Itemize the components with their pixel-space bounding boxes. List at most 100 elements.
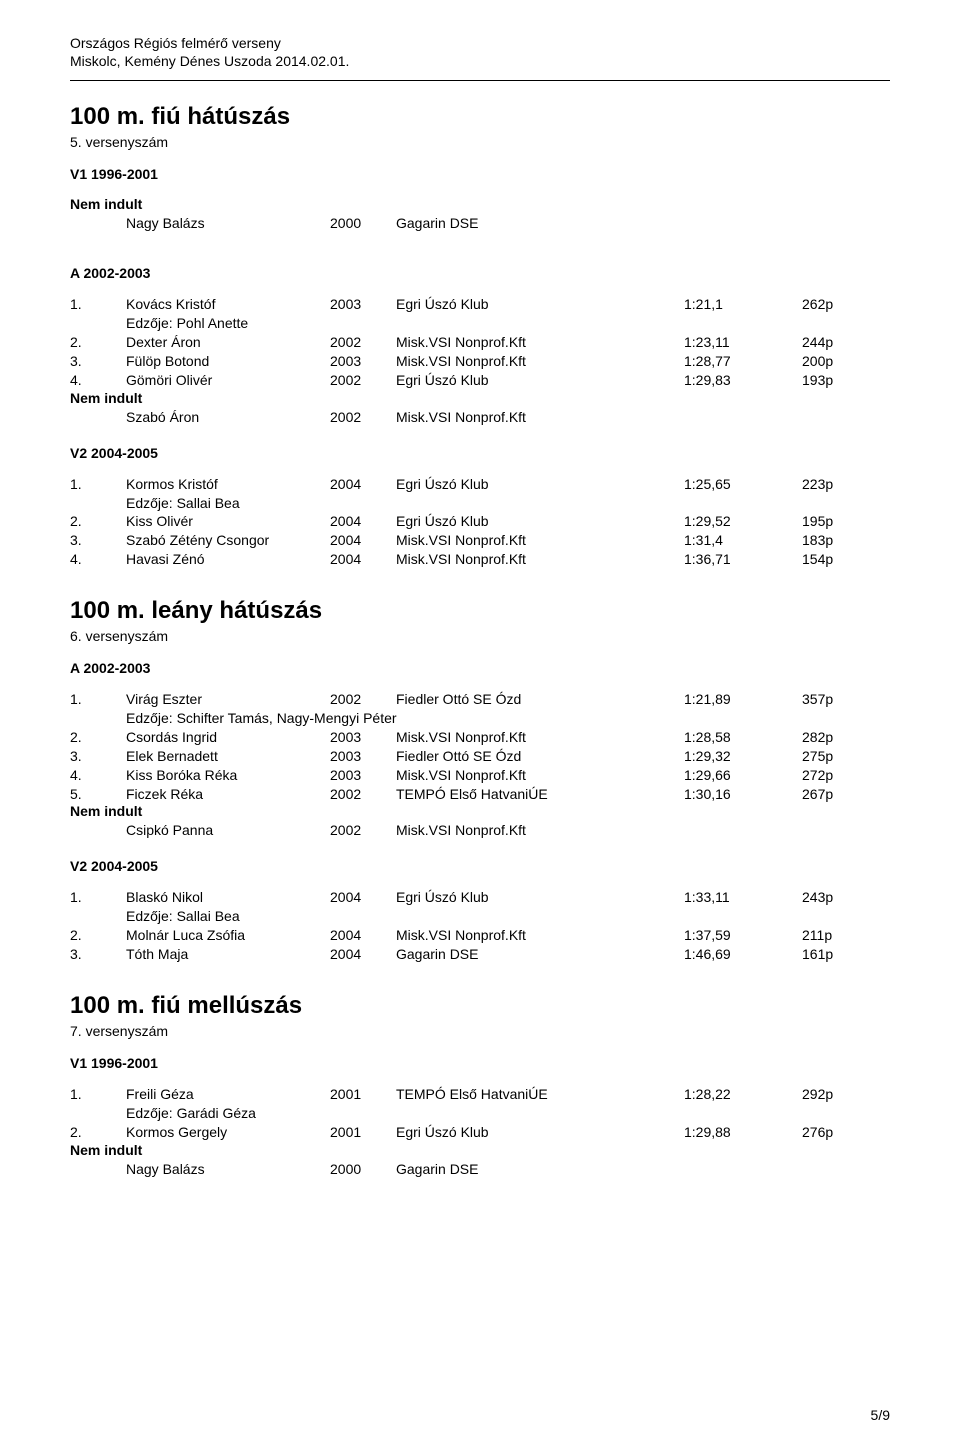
spacer	[70, 583, 890, 597]
result-row: Szabó Áron2002Misk.VSI Nonprof.Kft	[70, 408, 890, 427]
event-title: 100 m. fiú mellúszás	[70, 992, 890, 1020]
name-cell: Kormos Gergely	[126, 1123, 330, 1142]
page: Országos Régiós felmérő verseny Miskolc,…	[0, 0, 960, 1453]
name-cell: Virág Eszter	[126, 690, 330, 709]
did-not-start-label: Nem indult	[70, 803, 890, 819]
club-cell: Egri Úszó Klub	[396, 888, 684, 907]
spacer	[70, 247, 890, 261]
club-cell: TEMPÓ Első HatvaniÚE	[396, 1085, 684, 1104]
header-line-2: Miskolc, Kemény Dénes Uszoda 2014.02.01.	[70, 52, 890, 70]
rank-cell: 3.	[70, 945, 126, 964]
year-cell: 2002	[330, 333, 396, 352]
result-row: 3.Szabó Zétény Csongor2004Misk.VSI Nonpr…	[70, 531, 890, 550]
points-cell: 200p	[802, 352, 890, 371]
result-row: 2.Csordás Ingrid2003Misk.VSI Nonprof.Kft…	[70, 728, 890, 747]
points-cell: 195p	[802, 512, 890, 531]
rank-cell: 1.	[70, 1085, 126, 1104]
rank-cell	[70, 408, 126, 427]
year-cell: 2002	[330, 371, 396, 390]
result-row: Nagy Balázs2000Gagarin DSE	[70, 1160, 890, 1179]
result-row: 1.Virág Eszter2002Fiedler Ottó SE Ózd1:2…	[70, 690, 890, 709]
time-cell	[684, 214, 802, 233]
name-cell: Csipkó Panna	[126, 821, 330, 840]
name-cell: Szabó Áron	[126, 408, 330, 427]
rank-cell: 3.	[70, 747, 126, 766]
year-cell: 2004	[330, 475, 396, 494]
name-cell: Tóth Maja	[126, 945, 330, 964]
points-cell: 211p	[802, 926, 890, 945]
club-cell: Egri Úszó Klub	[396, 512, 684, 531]
rank-cell	[70, 821, 126, 840]
rank-cell	[70, 214, 126, 233]
rank-cell: 1.	[70, 888, 126, 907]
spacer	[70, 427, 890, 441]
name-cell: Nagy Balázs	[126, 1160, 330, 1179]
name-cell: Kiss Olivér	[126, 512, 330, 531]
did-not-start-label: Nem indult	[70, 390, 890, 406]
club-cell: Fiedler Ottó SE Ózd	[396, 690, 684, 709]
name-cell: Kiss Boróka Réka	[126, 766, 330, 785]
club-cell: Misk.VSI Nonprof.Kft	[396, 766, 684, 785]
coach-line: Edzője: Garádi Géza	[126, 1104, 890, 1123]
time-cell: 1:28,22	[684, 1085, 802, 1104]
year-cell: 2004	[330, 926, 396, 945]
points-cell: 276p	[802, 1123, 890, 1142]
event-title: 100 m. leány hátúszás	[70, 597, 890, 625]
club-cell: Egri Úszó Klub	[396, 1123, 684, 1142]
points-cell: 244p	[802, 333, 890, 352]
result-row: 1.Kovács Kristóf2003Egri Úszó Klub1:21,1…	[70, 295, 890, 314]
name-cell: Freili Géza	[126, 1085, 330, 1104]
name-cell: Gömöri Olivér	[126, 371, 330, 390]
category-label: V2 2004-2005	[70, 858, 890, 874]
header-rule	[70, 80, 890, 81]
points-cell	[802, 214, 890, 233]
result-row: 2.Kiss Olivér2004Egri Úszó Klub1:29,5219…	[70, 512, 890, 531]
name-cell: Csordás Ingrid	[126, 728, 330, 747]
time-cell: 1:25,65	[684, 475, 802, 494]
result-row: 2.Kormos Gergely2001Egri Úszó Klub1:29,8…	[70, 1123, 890, 1142]
points-cell: 282p	[802, 728, 890, 747]
club-cell: Misk.VSI Nonprof.Kft	[396, 531, 684, 550]
rank-cell: 4.	[70, 371, 126, 390]
event-subnum: 5. versenyszám	[70, 134, 890, 150]
rank-cell: 1.	[70, 475, 126, 494]
year-cell: 2003	[330, 747, 396, 766]
club-cell: Fiedler Ottó SE Ózd	[396, 747, 684, 766]
year-cell: 2002	[330, 408, 396, 427]
time-cell: 1:29,32	[684, 747, 802, 766]
name-cell: Ficzek Réka	[126, 785, 330, 804]
club-cell: Egri Úszó Klub	[396, 371, 684, 390]
spacer	[70, 1178, 890, 1192]
name-cell: Molnár Luca Zsófia	[126, 926, 330, 945]
rank-cell: 2.	[70, 1123, 126, 1142]
year-cell: 2004	[330, 945, 396, 964]
points-cell: 357p	[802, 690, 890, 709]
result-row: 4.Kiss Boróka Réka2003Misk.VSI Nonprof.K…	[70, 766, 890, 785]
time-cell: 1:29,52	[684, 512, 802, 531]
points-cell: 183p	[802, 531, 890, 550]
club-cell: Misk.VSI Nonprof.Kft	[396, 821, 684, 840]
page-footer: 5/9	[871, 1407, 890, 1423]
club-cell: TEMPÓ Első HatvaniÚE	[396, 785, 684, 804]
points-cell: 267p	[802, 785, 890, 804]
club-cell: Misk.VSI Nonprof.Kft	[396, 728, 684, 747]
year-cell: 2003	[330, 295, 396, 314]
category-label: A 2002-2003	[70, 265, 890, 281]
year-cell: 2000	[330, 214, 396, 233]
spacer	[70, 569, 890, 583]
year-cell: 2001	[330, 1085, 396, 1104]
name-cell: Kormos Kristóf	[126, 475, 330, 494]
result-row: Csipkó Panna2002Misk.VSI Nonprof.Kft	[70, 821, 890, 840]
club-cell: Misk.VSI Nonprof.Kft	[396, 352, 684, 371]
club-cell: Misk.VSI Nonprof.Kft	[396, 926, 684, 945]
time-cell: 1:21,89	[684, 690, 802, 709]
rank-cell: 4.	[70, 550, 126, 569]
category-label: A 2002-2003	[70, 660, 890, 676]
spacer	[70, 964, 890, 978]
year-cell: 2003	[330, 766, 396, 785]
time-cell: 1:37,59	[684, 926, 802, 945]
club-cell: Egri Úszó Klub	[396, 295, 684, 314]
events-container: 100 m. fiú hátúszás5. versenyszámV1 1996…	[70, 103, 890, 1192]
points-cell: 161p	[802, 945, 890, 964]
rank-cell: 2.	[70, 333, 126, 352]
